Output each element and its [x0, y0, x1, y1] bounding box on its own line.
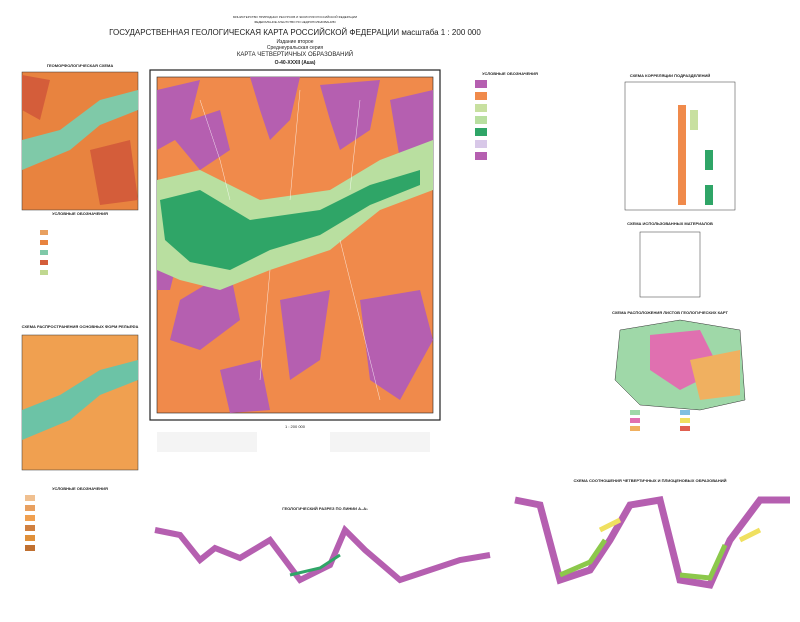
geomorph-title: ГЕОМОРФОЛОГИЧЕСКАЯ СХЕМА [47, 63, 114, 68]
edition: Издание второе [276, 39, 313, 45]
main-map: 1 : 200 000 [149, 69, 441, 452]
sheet: O-40-XXXII (Аша) [275, 60, 316, 66]
legend-title-left: УСЛОВНЫЕ ОБОЗНАЧЕНИЯ [52, 211, 108, 216]
scheme2-title: СХЕМА РАСПРОСТРАНЕНИЯ ОСНОВНЫХ ФОРМ РЕЛЬ… [22, 324, 139, 329]
scale: 1 : 200 000 [285, 424, 306, 429]
series: Среднеуральская серия [267, 45, 324, 51]
correlation-title: СХЕМА КОРРЕЛЯЦИИ ПОДРАЗДЕЛЕНИЙ [630, 73, 711, 78]
section-title: ГЕОЛОГИЧЕСКИЙ РАЗРЕЗ ПО ЛИНИИ А–А₁ [282, 506, 368, 511]
materials-title: СХЕМА ИСПОЛЬЗОВАННЫХ МАТЕРИАЛОВ [627, 221, 713, 226]
legend-title-right: УСЛОВНЫЕ ОБОЗНАЧЕНИЯ [482, 71, 538, 76]
map-title: КАРТА ЧЕТВЕРТИЧНЫХ ОБРАЗОВАНИЙ [237, 50, 353, 58]
agency: ФЕДЕРАЛЬНОЕ АГЕНТСТВО ПО НЕДРОПОЛЬЗОВАНИ… [254, 20, 336, 24]
legend2-title: УСЛОВНЫЕ ОБОЗНАЧЕНИЯ [52, 486, 108, 491]
ministry: МИНИСТЕРСТВО ПРИРОДНЫХ РЕСУРСОВ И ЭКОЛОГ… [233, 15, 357, 19]
relation-title: СХЕМА СООТНОШЕНИЯ ЧЕТВЕРТИЧНЫХ И ПЛИОЦЕН… [574, 478, 727, 483]
sheets-title: СХЕМА РАСПОЛОЖЕНИЯ ЛИСТОВ ГЕОЛОГИЧЕСКИХ … [612, 310, 729, 315]
title: ГОСУДАРСТВЕННАЯ ГЕОЛОГИЧЕСКАЯ КАРТА РОСС… [109, 28, 481, 37]
